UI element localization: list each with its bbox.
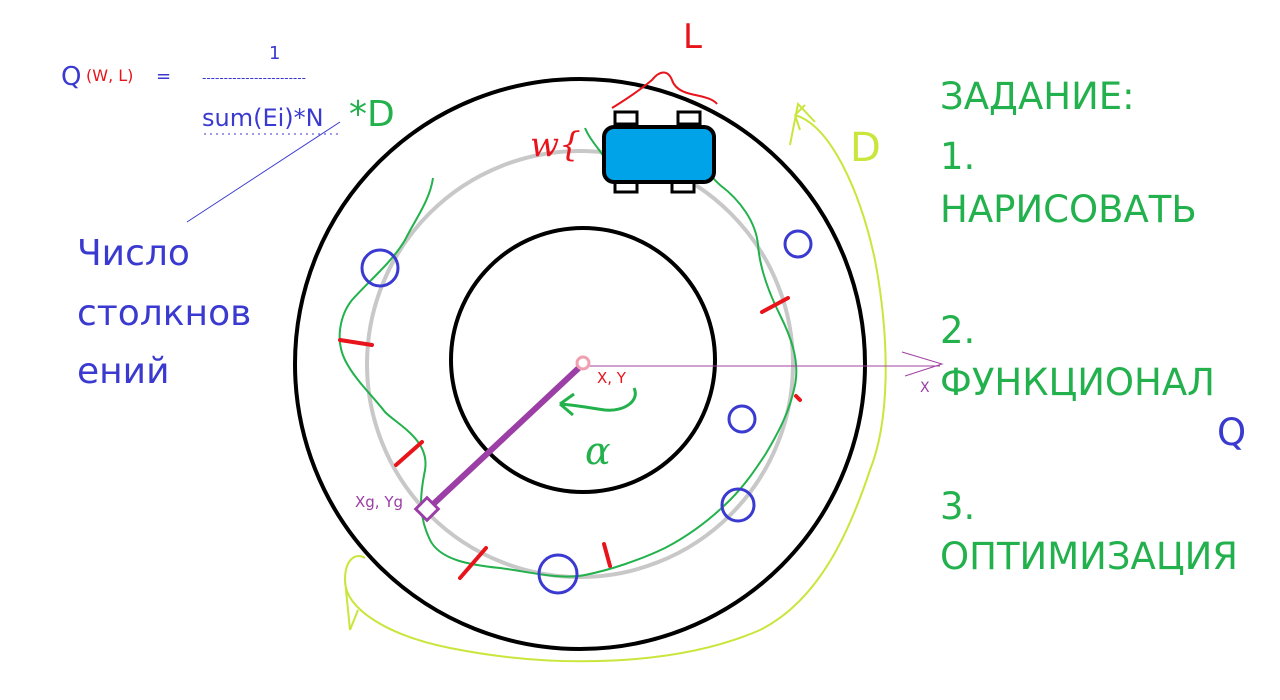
goal-label: Xg, Yg — [355, 493, 404, 511]
obstacles — [360, 229, 813, 595]
length-bracket — [611, 71, 718, 109]
trajectory-path — [338, 127, 798, 578]
collision-marks — [338, 296, 802, 580]
outer-track-boundary — [293, 77, 867, 651]
car — [602, 110, 716, 194]
center-label: X, Y — [597, 369, 626, 387]
angle-arrow — [559, 387, 637, 417]
formula-fraction-bar: ------------------------ — [202, 71, 306, 85]
formula-denominator: sum(Ei)*N — [202, 104, 324, 132]
collision-note-line3: ений — [77, 351, 170, 392]
radius-line — [424, 361, 586, 513]
width-label: w{ — [530, 125, 581, 165]
task-step1-num: 1. — [940, 135, 976, 178]
length-label: L — [683, 17, 702, 57]
angle-label: α — [585, 429, 611, 473]
center-point — [575, 355, 591, 371]
inner-track-boundary — [449, 226, 717, 494]
formula-q-args: (W, L) — [86, 66, 134, 85]
task-step2-num: 2. — [940, 309, 976, 352]
gray-center-line — [365, 149, 795, 579]
task-step2-text: ФУНКЦИОНАЛ — [940, 361, 1215, 404]
task-heading: ЗАДАНИЕ: — [940, 75, 1135, 118]
task-step1-text: НАРИСОВАТЬ — [940, 188, 1197, 231]
pointer-line — [186, 121, 341, 223]
formula-q-symbol: Q — [61, 62, 82, 92]
collision-note-line1: Число — [77, 233, 190, 274]
formula-numerator: 1 — [269, 43, 281, 64]
task-step2-symbol: Q — [1217, 411, 1247, 454]
goal-marker — [413, 495, 441, 523]
x-axis-label: X — [920, 380, 930, 396]
task-step3-text: ОПТИМИЗАЦИЯ — [940, 535, 1238, 578]
formula-d-multiplier: *D — [349, 94, 395, 135]
x-axis-arrowhead — [901, 351, 944, 377]
distance-arrow-head — [789, 101, 816, 146]
task-step3-num: 3. — [940, 485, 976, 528]
distance-arrow — [343, 104, 887, 663]
collision-note-line2: столкнов — [77, 293, 252, 334]
distance-label: D — [850, 125, 881, 171]
formula-equals: = — [156, 66, 172, 87]
